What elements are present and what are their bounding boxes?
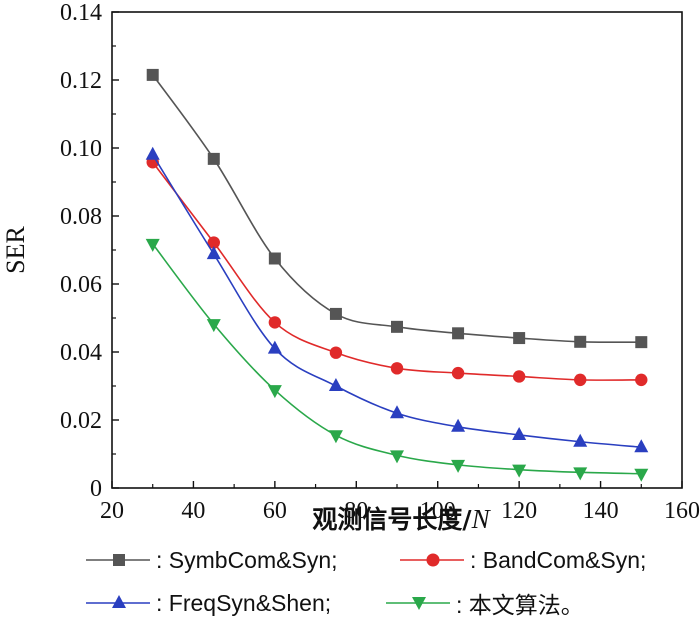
data-point-circle	[207, 236, 220, 249]
series-line-1	[152, 161, 642, 381]
data-point-square	[268, 252, 281, 265]
data-point-triangle-up	[267, 340, 282, 354]
x-tick-label: 80	[344, 498, 368, 524]
series-line-3	[152, 243, 642, 475]
data-point-triangle-down	[390, 450, 404, 464]
data-point-triangle-up	[634, 439, 649, 453]
legend-label: : SymbCom&Syn;	[156, 546, 338, 573]
x-tick-label: 100	[420, 498, 456, 524]
data-point-square	[452, 327, 465, 340]
plot-area: 20 40 60 80 100 120 140 160 0 0.02 0.04 0.06 0.08 0.1…	[1, 0, 700, 534]
data-point-circle	[574, 373, 587, 387]
data-point-triangle-up	[328, 378, 343, 391]
legend-label: : 本文算法。	[456, 592, 584, 618]
y-tick-label: 0.08	[60, 204, 102, 230]
data-point-triangle-up	[451, 418, 466, 432]
legend-label: : FreqSyn&Shen;	[156, 589, 332, 616]
x-tick-label: 140	[583, 498, 619, 524]
data-point-triangle-up	[573, 433, 588, 447]
data-point-square	[635, 336, 648, 349]
data-point-square	[329, 307, 342, 320]
data-point-circle	[329, 346, 343, 359]
legend-swatch-square-icon	[86, 554, 150, 566]
legend-swatch-triangle-up-icon	[86, 595, 150, 608]
data-point-triangle-down	[328, 430, 343, 444]
legend: : SymbCom&Syn; : BandCom&Syn; : FreqSyn&…	[0, 536, 700, 635]
data-point-triangle-up	[145, 146, 160, 160]
y-axis-label: SER	[1, 226, 30, 274]
data-point-square	[391, 320, 403, 333]
data-point-circle	[390, 362, 404, 375]
data-point-triangle-down	[145, 238, 160, 252]
data-point-triangle-up	[206, 246, 221, 260]
data-point-triangle-down	[573, 467, 588, 481]
x-tick-label: 60	[263, 498, 287, 524]
legend-item-bandcom: : BandCom&Syn;	[398, 544, 646, 576]
y-tick-label: 0.02	[60, 408, 102, 434]
data-point-triangle-down	[206, 319, 221, 333]
y-tick-label: 0.14	[60, 0, 102, 26]
x-tick-label: 40	[181, 498, 205, 524]
x-axis-label-text: 观测信号长度/	[312, 505, 472, 534]
legend-swatch-circle-icon	[400, 553, 464, 567]
data-point-triangle-down	[634, 468, 649, 482]
data-point-square	[513, 332, 526, 345]
series-line-0	[152, 74, 642, 344]
data-point-triangle-up	[390, 405, 404, 419]
x-tick-label: 20	[100, 498, 124, 524]
y-tick-label: 0.04	[60, 340, 102, 366]
data-point-square	[574, 335, 587, 348]
data-point-circle	[635, 373, 648, 387]
data-point-square	[207, 152, 220, 165]
x-axis-label-variable: N	[471, 504, 492, 534]
data-point-square	[146, 68, 159, 81]
data-point-triangle-up	[512, 426, 527, 440]
y-tick-label: 0.10	[60, 136, 102, 162]
ser-line-chart: 20 40 60 80 100 120 140 160 0 0.02 0.04 0.06 0.08 0.1…	[1, 0, 700, 534]
y-tick-label: 0.12	[60, 68, 102, 94]
x-axis-label: 观测信号长度/N	[312, 504, 491, 534]
legend-item-proposed: : 本文算法。	[384, 587, 584, 619]
x-tick-label: 160	[664, 498, 700, 524]
series-line-2	[152, 154, 642, 448]
data-point-circle	[268, 316, 282, 329]
legend-item-symbcom: : SymbCom&Syn;	[84, 544, 338, 576]
data-point-circle	[512, 370, 526, 383]
x-tick-label: 120	[501, 498, 537, 524]
data-point-triangle-down	[512, 464, 527, 478]
y-tick-label: 0	[90, 476, 102, 502]
y-tick-label: 0.06	[60, 272, 102, 298]
legend-item-freqsyn: : FreqSyn&Shen;	[84, 587, 331, 619]
data-point-circle	[451, 366, 465, 380]
legend-label: : BandCom&Syn;	[470, 546, 647, 573]
data-point-triangle-down	[451, 459, 466, 473]
data-point-triangle-down	[267, 385, 282, 399]
legend-swatch-triangle-down-icon	[386, 597, 450, 610]
